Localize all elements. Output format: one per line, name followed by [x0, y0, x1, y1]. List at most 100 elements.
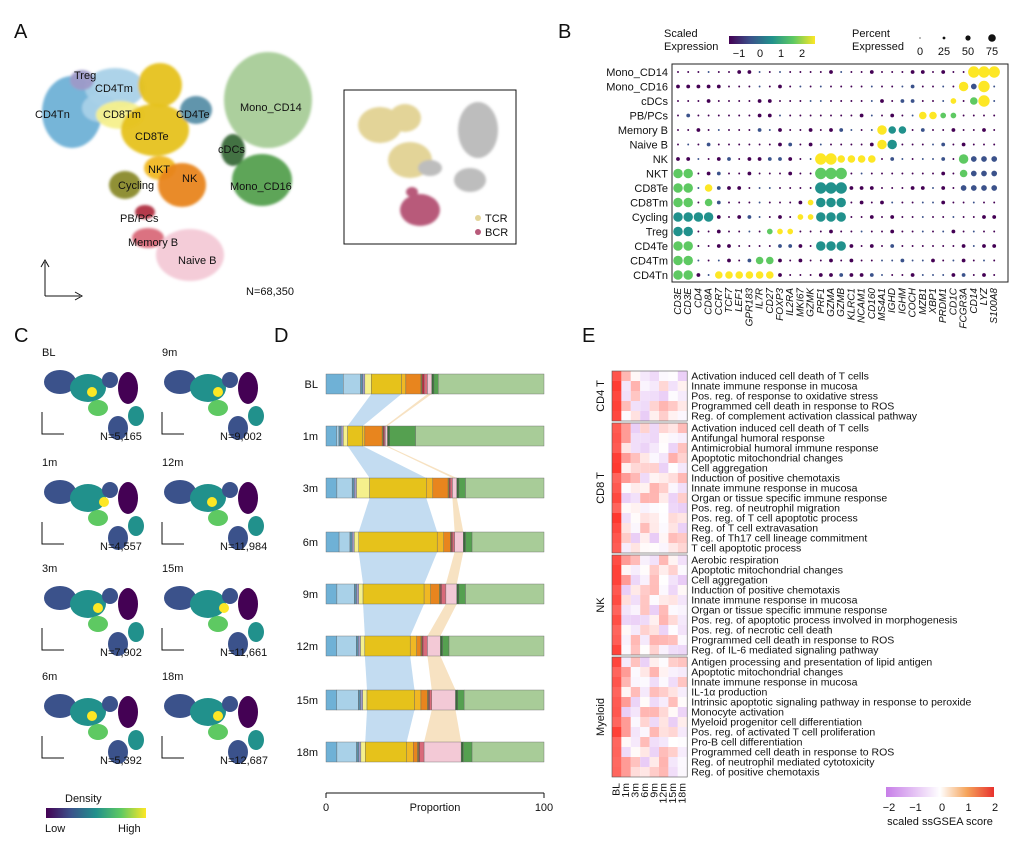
heat-cell-1-1-12m — [659, 433, 669, 443]
heat-cell-3-4-1m — [621, 697, 631, 707]
bar-seg-1m-NKT — [362, 425, 366, 447]
density-color-scale — [46, 808, 146, 818]
percent-dot-0 — [919, 37, 921, 39]
heat-group-label-cd4-t: CD4 T — [595, 380, 607, 412]
dot-mono-cd16-gzma — [830, 85, 832, 88]
umap-cell-count: N=68,350 — [246, 286, 294, 298]
heat-cell-1-2-12m — [659, 443, 669, 453]
heat-cell-2-0-12m — [659, 555, 669, 565]
heat-cell-1-7-12m — [659, 493, 669, 503]
density-panel-9m: 9m N=9,002 — [161, 347, 264, 443]
dot-cdcs-cd3e — [677, 100, 679, 102]
dot-naive-b-prdm1 — [941, 142, 946, 147]
heat-cell-0-3-3m — [630, 401, 641, 411]
umap-cluster-cd8te — [121, 104, 189, 156]
bar-seg-3m-MonoCD16 — [458, 477, 466, 499]
bar-seg-15m-Treg — [360, 689, 363, 711]
heat-term-2-3: Induction of positive chemotaxis — [691, 585, 840, 597]
bar-seg-18m-NKT — [406, 741, 414, 763]
dot-pb-pcs-cd14 — [972, 114, 975, 117]
density-blob-4 — [238, 482, 258, 514]
heat-cell-1-0-3m — [630, 423, 641, 433]
dot-pb-pcs-ms4a1 — [881, 114, 883, 117]
heat-cell-3-11-18m — [677, 767, 688, 777]
dot-pb-pcs-xbp1 — [929, 111, 937, 120]
heat-cell-1-8-1m — [621, 503, 631, 513]
dot-memory-b-cd160 — [870, 129, 873, 131]
dot-naive-b-cd3e — [687, 143, 690, 146]
dot-cd4te-mzb1 — [921, 245, 924, 247]
heat-cell-1-12-BL — [612, 543, 622, 553]
dot-cdcs-ighd — [891, 100, 894, 102]
heat-col-label-1m: 1m — [620, 783, 632, 798]
dot-cd8tm-fcgr3a — [962, 201, 965, 204]
density-hotspot — [87, 711, 97, 721]
density-axes — [41, 628, 64, 651]
umap-label-cycling: Cycling — [118, 180, 154, 192]
dot-mono-cd16-ccr7 — [716, 84, 721, 89]
dot-mono-cd14-cd3e — [677, 71, 679, 73]
heat-cell-3-10-15m — [668, 757, 678, 767]
dot-cd4te-prf1 — [816, 241, 826, 251]
heat-term-3-8: Pro-B cell differentiation — [691, 737, 802, 749]
heat-cell-0-1-18m — [677, 381, 688, 391]
bar-seg-BL-PBPCs — [421, 373, 425, 395]
heat-cell-1-4-18m — [677, 463, 688, 473]
umap-clusters — [42, 52, 312, 281]
bar-seg-6m-MemoryB — [452, 531, 455, 553]
ssgsea-heatmap: Activation induced cell death of T cells… — [595, 371, 972, 804]
density-blob-5 — [128, 730, 144, 750]
dot-nkt-prf1 — [815, 167, 827, 180]
heat-cell-2-7-3m — [630, 625, 641, 635]
heat-cell-1-1-1m — [621, 433, 631, 443]
dot-cd4tm-foxp3 — [778, 258, 782, 263]
dot-naive-b-lyz — [983, 143, 985, 146]
heat-cell-3-3-12m — [659, 687, 669, 697]
dot-cd8tm-cd4 — [697, 201, 700, 204]
dot-naive-b-cd160 — [869, 142, 874, 147]
heat-cell-1-3-15m — [668, 453, 678, 463]
umap-cluster-cd8te-1 — [138, 63, 182, 107]
panel-label-e: E — [582, 325, 595, 347]
dot-mono-cd14-cd4 — [697, 71, 700, 73]
dot-cd4tn-cd3e — [673, 270, 683, 280]
heat-cell-0-0-1m — [621, 371, 631, 381]
dot-nkt-cd14 — [970, 170, 977, 177]
dot-memory-b-cd14 — [972, 129, 975, 131]
dot-mono-cd16-prdm1 — [942, 85, 945, 88]
dot-memory-b-klrc1 — [850, 129, 853, 131]
bar-seg-18m-NaiveB — [423, 741, 462, 763]
heat-term-1-5: Induction of positive chemotaxis — [691, 473, 840, 485]
heat-col-label-3m: 3m — [630, 783, 642, 798]
dot-mono-cd14-il2ra — [789, 71, 792, 73]
dot-cdcs-cd3e — [687, 100, 690, 102]
dot-cd4tn-ighd — [891, 274, 894, 276]
density-hotspot — [207, 497, 217, 507]
density-blob-6 — [108, 632, 128, 656]
heat-cell-1-8-12m — [659, 503, 669, 513]
heat-cell-2-8-6m — [640, 635, 650, 645]
heat-cell-2-8-18m — [677, 635, 688, 645]
dot-cd4tm-prf1 — [819, 259, 822, 262]
bar-seg-6m-Treg — [351, 531, 355, 553]
dot-cd4tn-ncam1 — [859, 273, 864, 277]
dot-cd8te-cd160 — [869, 186, 874, 190]
heat-cell-3-4-3m — [630, 697, 641, 707]
heat-cell-3-2-BL — [612, 677, 622, 687]
bar-seg-1m-Treg — [340, 425, 344, 447]
dot-cd8te-cd8a — [704, 184, 713, 192]
bar-seg-18m-CD8Tm — [360, 741, 366, 763]
dot-mono-cd14-ncam1 — [860, 71, 863, 73]
umap-label-cd4tn: CD4Tn — [35, 109, 70, 121]
dot-cdcs-foxp3 — [779, 100, 781, 102]
heat-cell-2-0-6m — [640, 555, 650, 565]
heat-cell-3-6-BL — [612, 717, 622, 727]
dot-cd4te-coch — [911, 245, 914, 247]
heat-tick-0: −2 — [883, 802, 896, 814]
dotplot-gene-fcgr3a-28: FCGR3A — [959, 288, 970, 329]
heat-cell-1-5-9m — [649, 473, 659, 483]
density-panel-count: N=5,165 — [100, 431, 142, 443]
density-axes — [161, 628, 184, 651]
dot-cycling-tcf7 — [728, 216, 730, 218]
heat-cell-1-12-3m — [630, 543, 641, 553]
